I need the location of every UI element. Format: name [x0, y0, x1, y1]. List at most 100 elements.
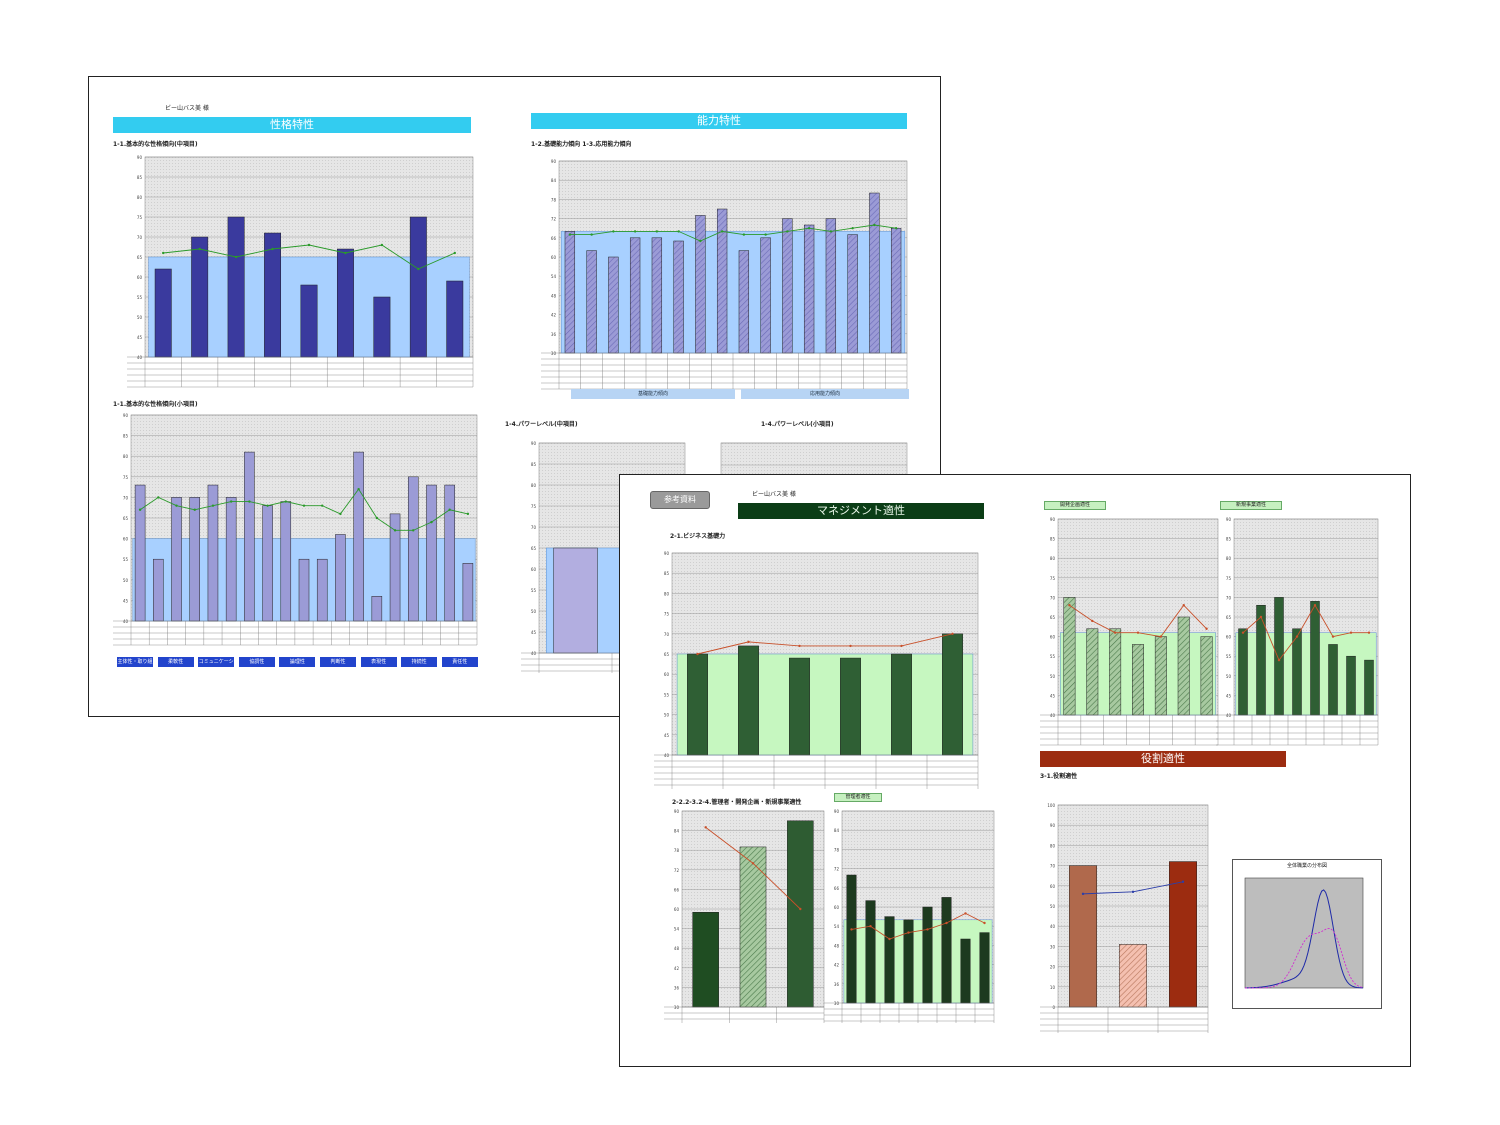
reference-button[interactable]: 参考資料 — [650, 491, 710, 509]
y-tick-label: 80 — [664, 591, 670, 596]
chart-ability: 30 36 42 48 54 60 66 72 78 84 90 — [541, 159, 908, 390]
y-tick-label: 80 — [531, 483, 537, 488]
y-tick-label: 65 — [664, 652, 670, 657]
y-tick-label: 48 — [674, 946, 680, 951]
category-tab: 表現性 — [360, 657, 397, 667]
bar — [553, 547, 598, 654]
tag-development: 開発企画適性 — [1044, 501, 1106, 510]
bar — [1200, 636, 1213, 716]
y-tick-label: 36 — [834, 982, 840, 987]
y-tick-label: 60 — [123, 537, 129, 542]
bar — [244, 451, 255, 622]
bar — [840, 657, 861, 756]
series-point — [633, 230, 637, 233]
section-title-1-1: 1-1.基本的な性格傾向(中項目) — [113, 141, 198, 148]
y-tick-label: 70 — [137, 235, 143, 240]
series-point — [807, 227, 811, 230]
bar — [1256, 604, 1266, 716]
series-line — [1242, 604, 1369, 662]
y-tick-label: 55 — [123, 557, 129, 562]
y-tick-label: 45 — [137, 335, 143, 340]
y-tick-label: 45 — [531, 630, 537, 635]
bar — [869, 192, 880, 354]
bar — [408, 476, 419, 622]
chart-development-aptitude: 40 45 50 55 60 65 70 75 80 85 90 — [1040, 517, 1219, 746]
distribution-curve-all — [1244, 889, 1364, 989]
bar — [300, 284, 318, 358]
series-point — [590, 233, 593, 236]
y-tick-label: 40 — [123, 619, 129, 624]
series-point — [1241, 631, 1245, 634]
bar — [687, 653, 708, 756]
chart-manager-aptitude: 30 36 42 48 54 60 66 72 78 84 90 — [664, 809, 825, 1023]
series-point — [1182, 604, 1185, 607]
series-point — [339, 512, 342, 516]
series-point — [466, 512, 470, 516]
y-tick-label: 75 — [137, 215, 143, 220]
y-tick-label: 48 — [551, 293, 557, 298]
y-tick-label: 45 — [123, 598, 129, 603]
y-tick-label: 85 — [664, 571, 670, 576]
y-tick-label: 60 — [551, 255, 557, 260]
series-point — [1159, 635, 1163, 638]
series-point — [850, 928, 853, 931]
section-title-2-1: 2-1.ビジネス基礎力 — [670, 533, 726, 540]
y-tick-label: 55 — [1226, 654, 1232, 659]
bar — [1328, 644, 1338, 716]
bar — [1109, 628, 1122, 716]
y-tick-label: 30 — [551, 351, 557, 356]
bar — [941, 897, 952, 1004]
category-tab: 協調性 — [238, 657, 275, 667]
bar — [1364, 659, 1374, 716]
y-tick-label: 90 — [1050, 823, 1056, 828]
category-tab: 主体性・取り組み — [117, 657, 153, 675]
banner-ability: 能力特性 — [531, 113, 907, 129]
bar — [335, 534, 346, 622]
bar — [608, 256, 619, 354]
series-point — [453, 251, 456, 255]
y-tick-label: 85 — [531, 462, 537, 467]
category-tab: 責任性 — [441, 657, 478, 667]
series-point — [193, 508, 196, 511]
bar — [1346, 655, 1356, 716]
series-point — [1091, 619, 1094, 623]
series-point — [764, 233, 767, 236]
series-line — [697, 633, 953, 655]
y-tick-label: 90 — [531, 441, 537, 446]
report-sheet-1: ビー山バス美 様 性格特性 能力特性 1-1.基本的な性格傾向(中項目) 1-2… — [88, 76, 941, 717]
y-tick-label: 60 — [1050, 884, 1056, 889]
bar — [1069, 865, 1097, 1008]
y-tick-label: 80 — [1226, 556, 1232, 561]
y-tick-label: 54 — [551, 274, 557, 279]
chart-business-basics: 40 45 50 55 60 65 70 75 80 85 90 — [654, 551, 979, 789]
y-tick-label: 80 — [137, 195, 143, 200]
series-point — [699, 239, 702, 243]
y-tick-label: 40 — [531, 651, 537, 656]
y-tick-label: 50 — [123, 578, 129, 583]
series-point — [704, 826, 707, 829]
series-point — [926, 928, 929, 931]
y-tick-label: 78 — [674, 848, 680, 853]
series-point — [1068, 604, 1071, 607]
bar — [316, 558, 328, 622]
y-tick-label: 60 — [531, 567, 537, 572]
series-point — [851, 227, 854, 230]
y-tick-label: 75 — [1050, 576, 1056, 581]
series-point — [742, 233, 746, 236]
bar — [1292, 628, 1302, 716]
y-tick-label: 20 — [1050, 965, 1056, 970]
series-point — [747, 640, 750, 644]
bar — [629, 237, 641, 354]
y-tick-label: 100 — [1047, 803, 1055, 808]
series-point — [786, 230, 789, 233]
bar — [227, 216, 245, 358]
y-tick-label: 85 — [137, 175, 143, 180]
bar — [1169, 861, 1197, 1008]
series-point — [417, 267, 420, 271]
series-point — [198, 247, 201, 251]
y-tick-label: 90 — [123, 413, 129, 418]
y-tick-label: 90 — [664, 551, 670, 556]
y-tick-label: 72 — [834, 867, 840, 872]
y-tick-label: 85 — [1050, 537, 1056, 542]
series-line — [851, 912, 985, 940]
